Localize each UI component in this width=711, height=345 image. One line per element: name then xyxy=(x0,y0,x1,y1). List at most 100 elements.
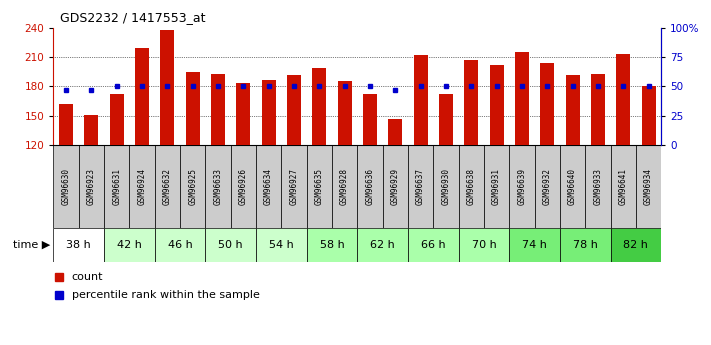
Bar xyxy=(560,145,585,228)
Text: 38 h: 38 h xyxy=(66,240,91,250)
Text: GSM96631: GSM96631 xyxy=(112,168,121,205)
Bar xyxy=(616,54,630,145)
Text: GSM96929: GSM96929 xyxy=(391,168,400,205)
Bar xyxy=(408,145,433,228)
Bar xyxy=(641,86,656,145)
Text: GSM96924: GSM96924 xyxy=(137,168,146,205)
Text: GSM96931: GSM96931 xyxy=(492,168,501,205)
Bar xyxy=(230,145,256,228)
Bar xyxy=(611,228,661,262)
Text: GSM96933: GSM96933 xyxy=(594,168,602,205)
Text: GSM96637: GSM96637 xyxy=(416,168,425,205)
Text: GSM96927: GSM96927 xyxy=(289,168,299,205)
Text: GSM96928: GSM96928 xyxy=(340,168,349,205)
Bar xyxy=(363,94,377,145)
Bar xyxy=(79,145,104,228)
Bar xyxy=(636,145,661,228)
Text: 62 h: 62 h xyxy=(370,240,395,250)
Bar xyxy=(591,73,605,145)
Bar xyxy=(439,94,453,145)
Bar xyxy=(236,83,250,145)
Bar xyxy=(205,228,256,262)
Bar xyxy=(540,63,554,145)
Bar xyxy=(256,145,282,228)
Bar xyxy=(408,228,459,262)
Text: GSM96634: GSM96634 xyxy=(264,168,273,205)
Text: GSM96635: GSM96635 xyxy=(315,168,324,205)
Bar xyxy=(109,94,124,145)
Bar xyxy=(104,228,154,262)
Text: 70 h: 70 h xyxy=(471,240,496,250)
Bar xyxy=(104,145,129,228)
Text: GSM96640: GSM96640 xyxy=(568,168,577,205)
Bar xyxy=(53,228,104,262)
Text: 74 h: 74 h xyxy=(522,240,547,250)
Text: GSM96633: GSM96633 xyxy=(213,168,223,205)
Bar xyxy=(515,52,529,145)
Bar xyxy=(180,145,205,228)
Bar xyxy=(85,115,98,145)
Text: 58 h: 58 h xyxy=(319,240,344,250)
Bar xyxy=(282,145,306,228)
Bar xyxy=(566,75,579,145)
Bar xyxy=(535,145,560,228)
Bar xyxy=(306,145,332,228)
Text: GSM96630: GSM96630 xyxy=(61,168,70,205)
Text: GSM96641: GSM96641 xyxy=(619,168,628,205)
Text: GSM96932: GSM96932 xyxy=(542,168,552,205)
Text: count: count xyxy=(72,272,103,282)
Bar xyxy=(433,145,459,228)
Text: GSM96925: GSM96925 xyxy=(188,168,197,205)
Bar xyxy=(338,81,351,145)
Bar xyxy=(509,228,560,262)
Bar xyxy=(59,104,73,145)
Text: 50 h: 50 h xyxy=(218,240,243,250)
Text: time ▶: time ▶ xyxy=(13,240,50,250)
Bar xyxy=(287,75,301,145)
Text: 66 h: 66 h xyxy=(421,240,446,250)
Bar xyxy=(357,228,408,262)
Bar xyxy=(205,145,230,228)
Text: percentile rank within the sample: percentile rank within the sample xyxy=(72,290,260,300)
Bar xyxy=(560,228,611,262)
Bar xyxy=(414,55,427,145)
Bar xyxy=(256,228,306,262)
Bar xyxy=(383,145,408,228)
Text: GSM96632: GSM96632 xyxy=(163,168,172,205)
Text: 54 h: 54 h xyxy=(269,240,294,250)
Text: GSM96930: GSM96930 xyxy=(442,168,451,205)
Text: GSM96638: GSM96638 xyxy=(466,168,476,205)
Bar xyxy=(509,145,535,228)
Bar xyxy=(459,228,509,262)
Bar xyxy=(484,145,509,228)
Bar xyxy=(154,145,180,228)
Bar xyxy=(459,145,484,228)
Text: GSM96923: GSM96923 xyxy=(87,168,96,205)
Text: GDS2232 / 1417553_at: GDS2232 / 1417553_at xyxy=(60,11,206,24)
Text: 82 h: 82 h xyxy=(624,240,648,250)
Text: 46 h: 46 h xyxy=(168,240,193,250)
Bar xyxy=(262,80,276,145)
Text: GSM96636: GSM96636 xyxy=(365,168,375,205)
Bar xyxy=(332,145,357,228)
Bar xyxy=(129,145,154,228)
Bar xyxy=(135,48,149,145)
Bar xyxy=(53,145,79,228)
Bar xyxy=(306,228,357,262)
Text: GSM96639: GSM96639 xyxy=(518,168,526,205)
Text: 42 h: 42 h xyxy=(117,240,141,250)
Bar xyxy=(357,145,383,228)
Bar xyxy=(611,145,636,228)
Bar xyxy=(490,65,503,145)
Bar xyxy=(186,71,200,145)
Bar xyxy=(312,68,326,145)
Bar xyxy=(464,60,479,145)
Bar xyxy=(211,73,225,145)
Bar xyxy=(388,119,402,145)
Text: GSM96926: GSM96926 xyxy=(239,168,248,205)
Text: GSM96934: GSM96934 xyxy=(644,168,653,205)
Text: 78 h: 78 h xyxy=(573,240,598,250)
Bar xyxy=(161,30,174,145)
Bar xyxy=(585,145,611,228)
Bar xyxy=(154,228,205,262)
